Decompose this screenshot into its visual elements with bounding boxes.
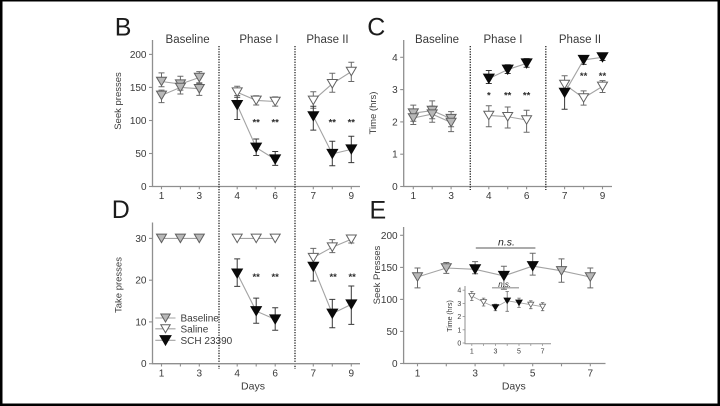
svg-text:Time (hrs): Time (hrs) xyxy=(368,92,379,135)
svg-text:3: 3 xyxy=(197,191,203,202)
svg-text:B: B xyxy=(115,14,132,42)
svg-text:9: 9 xyxy=(349,368,355,379)
svg-text:4: 4 xyxy=(234,191,240,202)
svg-text:1: 1 xyxy=(415,369,421,380)
svg-text:7: 7 xyxy=(311,191,317,202)
svg-text:1: 1 xyxy=(392,150,398,161)
svg-text:Phase I: Phase I xyxy=(484,34,523,46)
svg-text:9: 9 xyxy=(600,191,606,202)
svg-text:Time (hrs): Time (hrs) xyxy=(447,300,454,332)
svg-text:6: 6 xyxy=(272,368,278,379)
svg-text:5: 5 xyxy=(517,348,521,355)
svg-text:**: ** xyxy=(504,91,512,102)
svg-text:1: 1 xyxy=(470,348,474,355)
svg-text:150: 150 xyxy=(130,83,147,94)
svg-text:0: 0 xyxy=(141,182,147,193)
svg-text:0: 0 xyxy=(392,182,398,193)
svg-text:5: 5 xyxy=(530,369,536,380)
svg-text:7: 7 xyxy=(588,369,594,380)
svg-text:Baseline: Baseline xyxy=(166,34,210,46)
svg-text:n.s.: n.s. xyxy=(498,280,511,289)
svg-text:Baseline: Baseline xyxy=(415,34,459,46)
svg-text:C: C xyxy=(367,14,385,42)
svg-text:3: 3 xyxy=(448,191,454,202)
svg-text:4: 4 xyxy=(234,368,240,379)
svg-text:**: ** xyxy=(580,71,588,82)
svg-text:Phase I: Phase I xyxy=(239,34,278,46)
svg-text:Phase II: Phase II xyxy=(559,34,601,46)
svg-text:100: 100 xyxy=(130,116,147,127)
svg-text:50: 50 xyxy=(135,149,147,160)
svg-text:Days: Days xyxy=(241,380,265,392)
svg-text:200: 200 xyxy=(381,231,398,242)
svg-text:200: 200 xyxy=(130,50,147,61)
svg-text:9: 9 xyxy=(349,191,355,202)
svg-text:Seek Presses: Seek Presses xyxy=(372,245,383,304)
svg-text:6: 6 xyxy=(272,191,278,202)
svg-text:0: 0 xyxy=(141,359,147,370)
svg-text:n.s.: n.s. xyxy=(498,236,515,248)
svg-text:4: 4 xyxy=(392,53,398,64)
svg-text:**: ** xyxy=(348,272,356,283)
svg-text:50: 50 xyxy=(386,327,398,338)
svg-text:10: 10 xyxy=(135,317,147,328)
svg-text:2: 2 xyxy=(392,117,398,128)
svg-text:4: 4 xyxy=(457,288,461,295)
svg-text:6: 6 xyxy=(524,191,530,202)
svg-text:0: 0 xyxy=(392,359,398,370)
svg-text:**: ** xyxy=(271,272,279,283)
svg-text:7: 7 xyxy=(541,348,545,355)
svg-text:SCH 23390: SCH 23390 xyxy=(181,336,233,347)
svg-text:Baseline: Baseline xyxy=(181,314,220,325)
svg-text:Seek presses: Seek presses xyxy=(113,72,124,130)
svg-text:2: 2 xyxy=(457,314,461,321)
svg-text:20: 20 xyxy=(135,276,147,287)
svg-text:1: 1 xyxy=(159,368,165,379)
svg-text:D: D xyxy=(112,196,130,224)
svg-text:**: ** xyxy=(252,118,260,129)
svg-text:**: ** xyxy=(271,118,279,129)
svg-text:3: 3 xyxy=(457,301,461,308)
svg-text:100: 100 xyxy=(381,295,398,306)
svg-text:**: ** xyxy=(348,118,356,129)
svg-text:3: 3 xyxy=(197,368,203,379)
svg-text:Phase II: Phase II xyxy=(306,34,348,46)
svg-text:3: 3 xyxy=(472,369,478,380)
svg-text:**: ** xyxy=(599,71,607,82)
svg-text:3: 3 xyxy=(392,85,398,96)
svg-text:E: E xyxy=(370,196,387,224)
svg-text:0: 0 xyxy=(457,341,461,348)
svg-text:3: 3 xyxy=(493,348,497,355)
svg-text:Take presses: Take presses xyxy=(114,257,125,313)
svg-text:1: 1 xyxy=(159,191,165,202)
svg-text:**: ** xyxy=(329,272,337,283)
svg-text:4: 4 xyxy=(486,191,492,202)
svg-text:30: 30 xyxy=(135,234,147,245)
svg-text:7: 7 xyxy=(562,191,568,202)
svg-text:7: 7 xyxy=(311,368,317,379)
svg-text:**: ** xyxy=(523,91,531,102)
svg-text:150: 150 xyxy=(381,263,398,274)
svg-text:Days: Days xyxy=(502,380,526,392)
svg-text:Saline: Saline xyxy=(181,324,209,335)
svg-text:1: 1 xyxy=(411,191,417,202)
svg-text:*: * xyxy=(487,91,491,102)
svg-text:1: 1 xyxy=(457,327,461,334)
svg-text:**: ** xyxy=(252,272,260,283)
svg-text:**: ** xyxy=(329,118,337,129)
